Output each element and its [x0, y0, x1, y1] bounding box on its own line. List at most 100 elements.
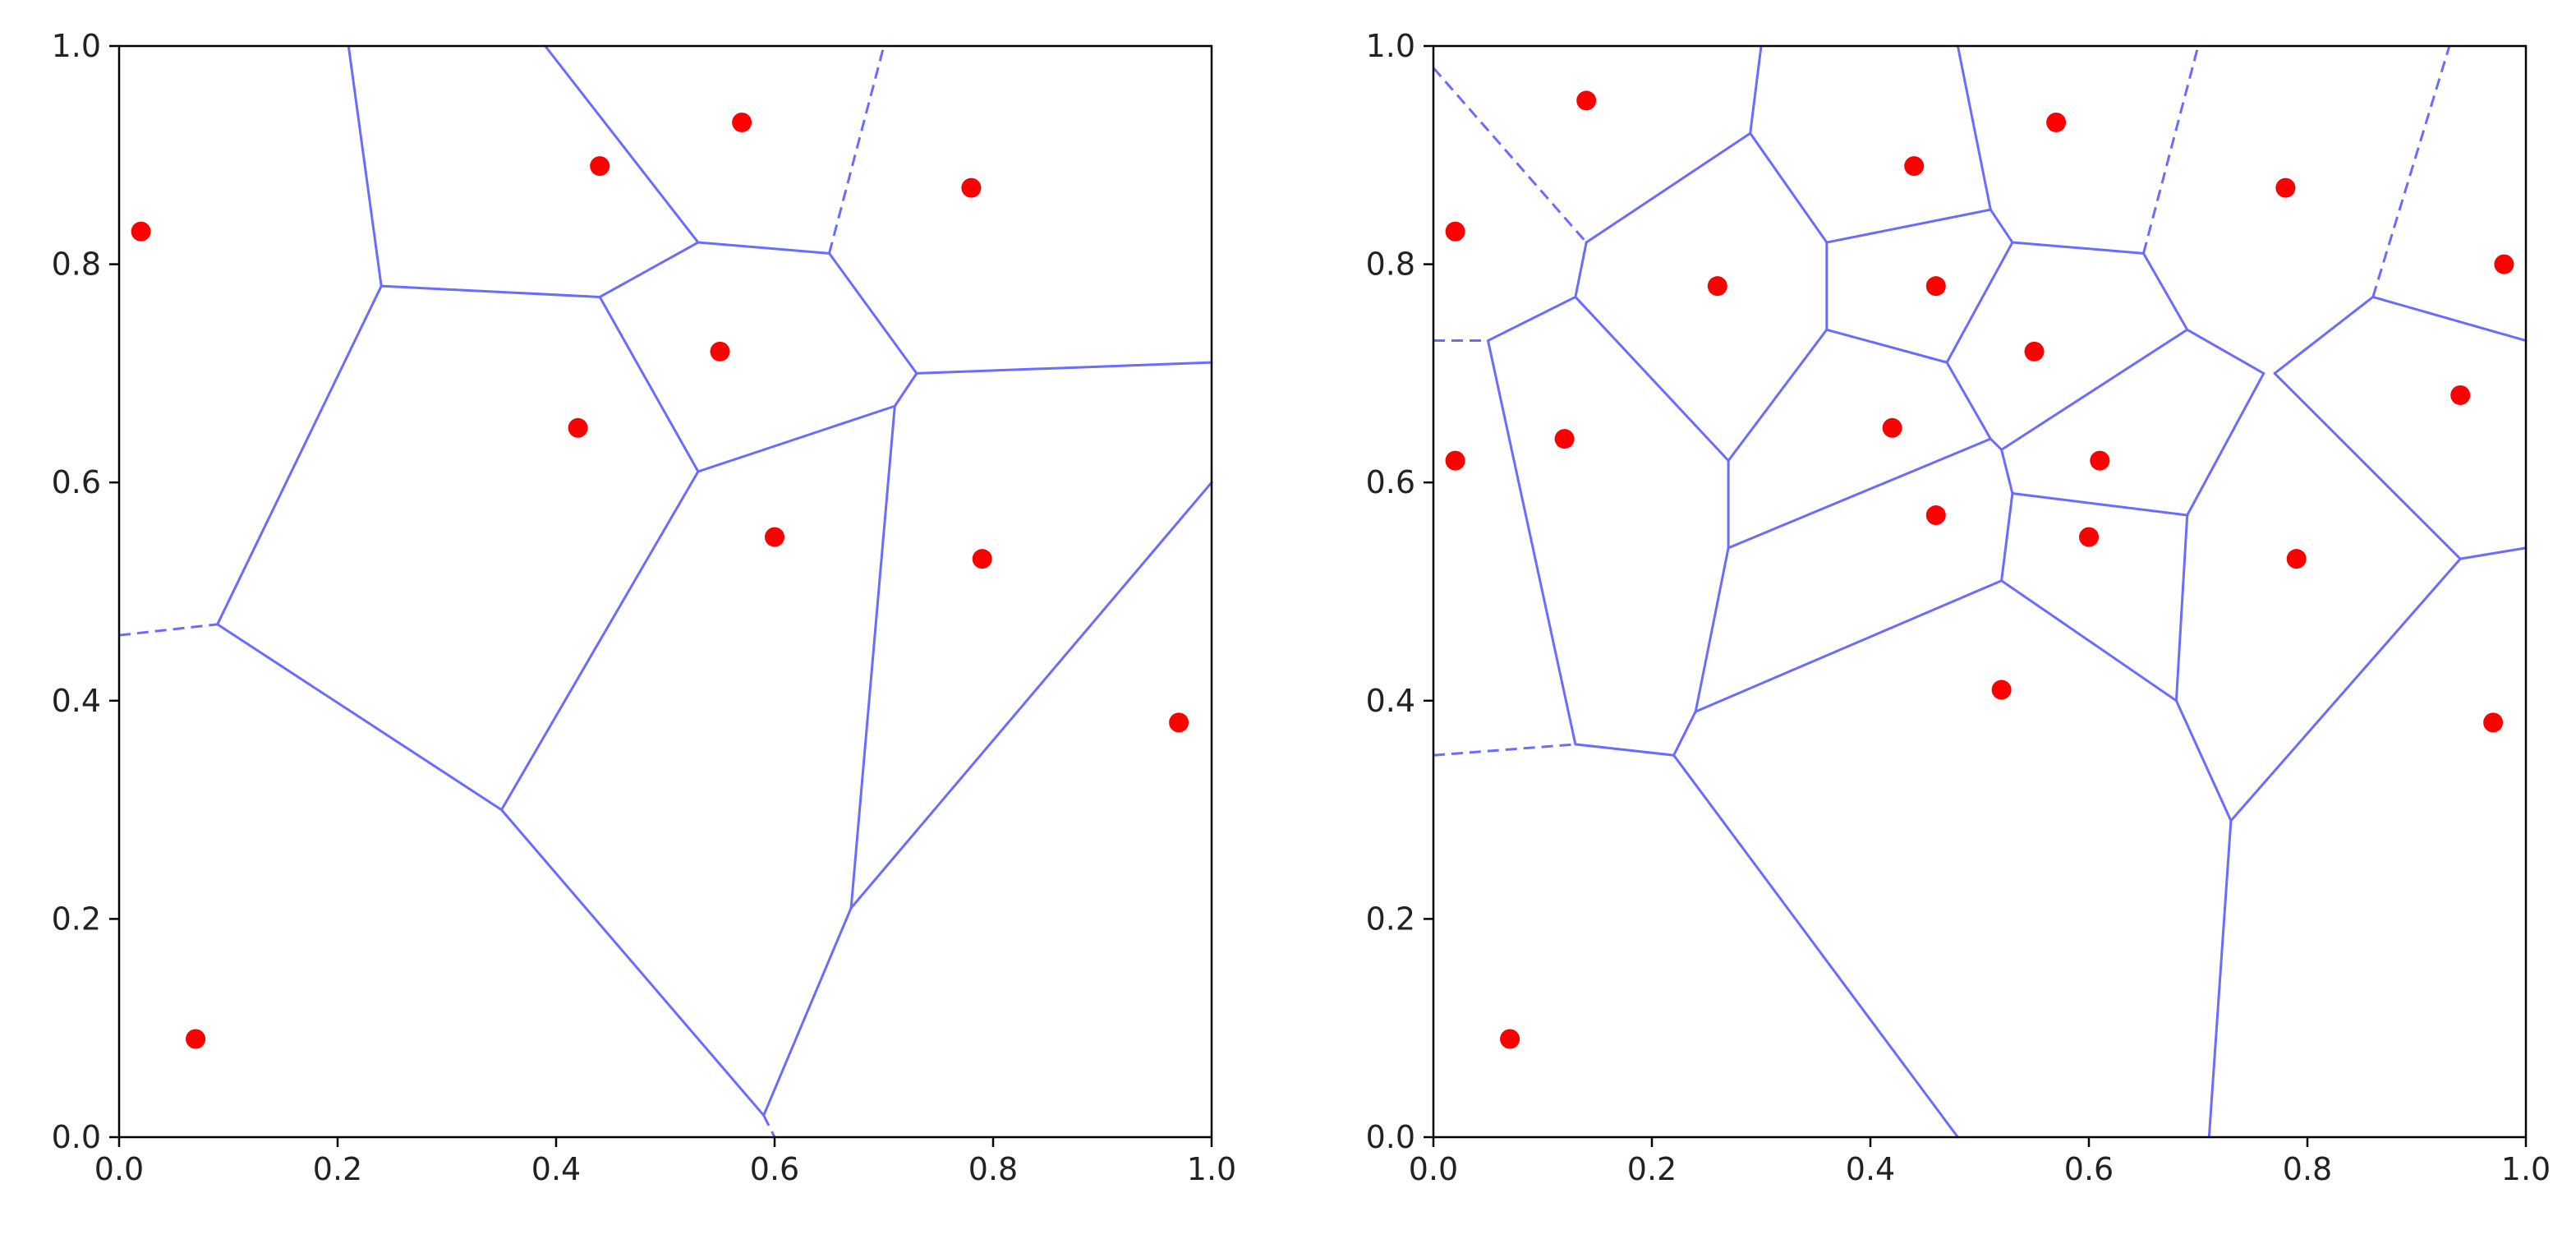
voronoi-edge — [598, 295, 700, 473]
voronoi-edge — [2000, 579, 2178, 703]
data-point — [1500, 1029, 1520, 1049]
data-point — [710, 341, 730, 362]
voronoi-edge — [2000, 448, 2014, 495]
y-tick-label: 0.2 — [1366, 901, 1415, 937]
axes-frame — [117, 44, 1213, 1139]
x-tick-label: 0.4 — [531, 1151, 581, 1187]
voronoi-edge — [1945, 361, 1992, 440]
data-point — [2090, 450, 2110, 471]
voronoi-edge — [2011, 241, 2145, 255]
voronoi-edge — [380, 284, 601, 298]
x-tick-label: 0.2 — [313, 1151, 362, 1187]
y-tick-label: 0.0 — [1366, 1119, 1415, 1155]
voronoi-edge — [347, 44, 383, 288]
voronoi-dashed-edge — [1433, 743, 1576, 757]
voronoi-edge — [2174, 514, 2189, 703]
y-tick-label: 0.8 — [1366, 246, 1415, 283]
voronoi-edge — [1825, 328, 1948, 364]
x-tick-label: 1.0 — [2501, 1151, 2551, 1187]
voronoi-edge — [2273, 371, 2462, 560]
data-point — [732, 112, 752, 132]
x-tick-label: 0.8 — [2283, 1151, 2332, 1187]
voronoi-edge — [1825, 208, 1992, 244]
voronoi-edge — [1727, 437, 1992, 550]
voronoi-edge — [2000, 491, 2014, 583]
voronoi-edge — [2229, 557, 2462, 822]
voronoi-dashed-edge — [828, 45, 886, 254]
x-tick-label: 0.0 — [1409, 1151, 1458, 1187]
voronoi-edge — [697, 404, 896, 473]
voronoi-edge — [1727, 328, 1828, 463]
voronoi-edge — [1749, 131, 1828, 244]
voronoi-edge — [1487, 295, 1577, 343]
voronoi-edge — [2000, 328, 2189, 451]
data-point — [1445, 221, 1465, 242]
data-point — [2046, 112, 2067, 132]
voronoi-edge — [1956, 44, 1992, 211]
voronoi-edge — [762, 906, 853, 1117]
voronoi-edge — [1672, 710, 1697, 757]
data-point — [1576, 90, 1597, 111]
voronoi-edge — [1694, 579, 2003, 713]
data-point — [1904, 156, 1925, 177]
voronoi-edge — [915, 361, 1213, 375]
x-tick-label: 1.0 — [1187, 1151, 1236, 1187]
data-point — [765, 527, 784, 547]
data-point — [2450, 385, 2471, 405]
data-point — [1169, 712, 1189, 733]
voronoi-edge — [1585, 131, 1752, 244]
voronoi-edge — [1487, 339, 1577, 746]
voronoi-edge — [849, 404, 896, 910]
voronoi-edge — [697, 241, 830, 255]
x-tick-label: 0.2 — [1627, 1151, 1677, 1187]
y-tick-label: 1.0 — [52, 28, 101, 64]
data-point — [1925, 276, 1946, 297]
x-tick-label: 0.6 — [750, 1151, 799, 1187]
data-point — [2286, 549, 2307, 569]
voronoi-dashed-edge — [118, 623, 218, 637]
axes-frame — [1432, 44, 2528, 1139]
voronoi-edge — [1672, 753, 1959, 1139]
voronoi-edge — [2174, 699, 2233, 822]
x-tick-label: 0.6 — [2064, 1151, 2114, 1187]
voronoi-dashed-edge — [2371, 45, 2451, 297]
y-tick-label: 1.0 — [1366, 28, 1415, 64]
x-tick-label: 0.8 — [968, 1151, 1018, 1187]
voronoi-edge — [500, 808, 766, 1117]
voronoi-edge — [216, 623, 503, 812]
voronoi-edge — [1989, 208, 2014, 244]
data-point — [1925, 505, 1946, 526]
data-point — [2483, 712, 2504, 733]
data-point — [568, 417, 588, 438]
voronoi-edge — [1749, 44, 1763, 135]
data-point — [186, 1029, 206, 1049]
data-point — [1554, 429, 1575, 449]
x-tick-label: 0.4 — [1846, 1151, 1895, 1187]
voronoi-edge — [849, 481, 1213, 910]
data-point — [1707, 276, 1727, 297]
y-tick-label: 0.0 — [52, 1119, 101, 1155]
voronoi-panel-right: 0.0 0.2 0.4 0.6 0.8 1.0 0.0 0.2 0.4 0.6 0.8 1.0 — [1366, 28, 2551, 1187]
voronoi-edge — [893, 371, 918, 408]
voronoi-edge — [2186, 371, 2266, 517]
voronoi-edge — [1989, 437, 2003, 451]
y-tick-label: 0.6 — [52, 464, 101, 500]
voronoi-edge — [1694, 546, 1730, 713]
voronoi-edge — [1574, 295, 1730, 463]
voronoi-edge — [2207, 819, 2233, 1139]
voronoi-edge — [828, 251, 918, 375]
voronoi-edge — [544, 44, 700, 244]
voronoi-dashed-edge — [2142, 45, 2200, 254]
voronoi-edge — [2273, 295, 2375, 375]
y-tick-label: 0.8 — [52, 246, 101, 283]
voronoi-edge — [2186, 328, 2266, 375]
data-point — [2079, 527, 2099, 547]
voronoi-edge — [598, 241, 700, 298]
y-tick-label: 0.4 — [52, 683, 101, 719]
voronoi-edge — [1945, 241, 2014, 364]
voronoi-edge — [1574, 743, 1676, 757]
voronoi-edge — [216, 284, 383, 626]
data-point — [2494, 254, 2514, 274]
voronoi-dashed-edge — [762, 1114, 776, 1138]
